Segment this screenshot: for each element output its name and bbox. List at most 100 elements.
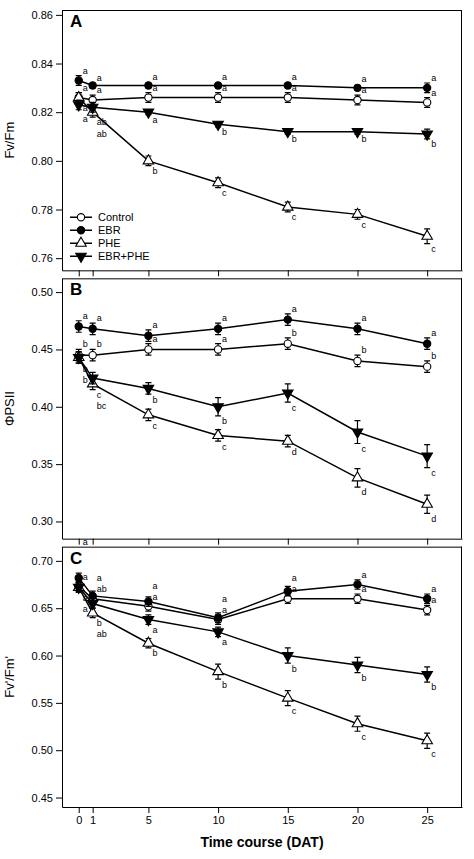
marker xyxy=(284,316,291,323)
significance-label: b xyxy=(292,328,297,338)
x-tick xyxy=(288,270,289,276)
plot-area xyxy=(73,76,432,244)
error-bar xyxy=(215,93,221,103)
x-tick-mark xyxy=(148,270,149,276)
x-tick xyxy=(79,539,80,545)
marker xyxy=(87,600,98,609)
error-bar xyxy=(354,95,360,105)
significance-label: a xyxy=(152,83,157,93)
y-tick-mark xyxy=(56,210,62,211)
error-bar xyxy=(285,586,291,595)
marker xyxy=(213,177,224,186)
y-tick: 0.40 xyxy=(32,401,62,413)
marker xyxy=(214,82,221,89)
series-line xyxy=(79,587,427,674)
significance-label: a xyxy=(83,593,88,603)
significance-label: b xyxy=(222,416,227,426)
y-tick-mark xyxy=(56,464,62,465)
y-tick-mark xyxy=(56,703,62,704)
significance-label: a xyxy=(97,313,102,323)
significance-label: a xyxy=(83,311,88,321)
x-tick-mark xyxy=(79,270,80,276)
legend-item: Control xyxy=(70,211,133,223)
y-tick: 0.60 xyxy=(32,650,62,662)
x-tick-label: 0 xyxy=(76,814,82,826)
y-tick-label: 0.45 xyxy=(32,343,53,355)
x-tick: 25 xyxy=(422,807,434,826)
marker xyxy=(354,357,361,364)
x-axis-line xyxy=(63,270,463,271)
marker xyxy=(214,94,221,101)
error-bar xyxy=(215,323,221,334)
legend-label: Control xyxy=(98,211,133,223)
significance-label: a xyxy=(97,573,102,583)
x-tick: 0 xyxy=(76,807,82,826)
y-tick-mark xyxy=(56,15,62,16)
legend-marker xyxy=(76,237,87,246)
marker xyxy=(73,92,84,101)
significance-label: a xyxy=(222,83,227,93)
y-axis-title: Fv'/Fm' xyxy=(2,656,17,698)
significance-label: a xyxy=(83,83,88,93)
significance-label: a xyxy=(222,594,227,604)
y-tick-label: 0.50 xyxy=(32,744,53,756)
x-tick xyxy=(93,270,94,276)
x-tick xyxy=(357,270,358,276)
y-tick: 0.45 xyxy=(32,792,62,804)
marker xyxy=(75,323,82,330)
marker xyxy=(284,94,291,101)
significance-label: a xyxy=(431,73,436,83)
marker xyxy=(354,84,361,91)
legend-marker xyxy=(77,227,84,234)
significance-label: c xyxy=(222,442,227,452)
significance-label: d xyxy=(431,514,436,524)
significance-label: a xyxy=(292,584,297,594)
marker xyxy=(422,230,433,239)
error-bar xyxy=(76,76,82,86)
significance-label: a xyxy=(292,83,297,93)
significance-label: a xyxy=(361,313,366,323)
x-tick xyxy=(218,270,219,276)
y-axis-line xyxy=(62,11,63,271)
y-tick-label: 0.35 xyxy=(32,458,53,470)
legend-marker xyxy=(76,253,87,262)
x-tick-mark xyxy=(427,807,428,813)
significance-label: b xyxy=(361,345,366,355)
x-tick-mark xyxy=(148,539,149,545)
x-axis xyxy=(63,270,463,276)
x-tick: 10 xyxy=(212,807,224,826)
marker xyxy=(145,346,152,353)
significance-label: a xyxy=(152,625,157,635)
y-tick-mark xyxy=(56,64,62,65)
significance-label: b xyxy=(152,166,157,176)
x-axis-title: Time course (DAT) xyxy=(200,834,323,850)
significance-label: a xyxy=(152,334,157,344)
significance-label: c xyxy=(431,468,436,478)
y-axis-title: Fv/Fm xyxy=(2,122,17,159)
plot-frame xyxy=(461,10,462,270)
y-tick-label: 0.80 xyxy=(32,155,53,167)
plot-frame xyxy=(461,547,462,807)
y-tick-label: 0.86 xyxy=(32,9,53,21)
x-tick-mark xyxy=(93,807,94,813)
x-tick-mark xyxy=(427,539,428,545)
significance-label: a xyxy=(83,114,88,124)
significance-label: c xyxy=(222,188,227,198)
significance-label: a xyxy=(152,592,157,602)
marker xyxy=(145,598,152,605)
legend-marker xyxy=(77,214,84,221)
y-tick-mark xyxy=(56,407,62,408)
y-tick-label: 0.40 xyxy=(32,401,53,413)
significance-label: b xyxy=(222,127,227,137)
significance-label: b xyxy=(292,664,297,674)
y-tick-label: 0.65 xyxy=(32,602,53,614)
x-tick-mark xyxy=(288,270,289,276)
y-tick-label: 0.82 xyxy=(32,106,53,118)
panel: 0.760.780.800.820.840.86Fv/FmAControlEBR… xyxy=(2,9,463,276)
marker xyxy=(284,82,291,89)
significance-label: b xyxy=(97,339,102,349)
y-tick-mark xyxy=(56,561,62,562)
series-line xyxy=(79,98,427,237)
significance-label: a xyxy=(222,605,227,615)
marker xyxy=(89,352,96,359)
